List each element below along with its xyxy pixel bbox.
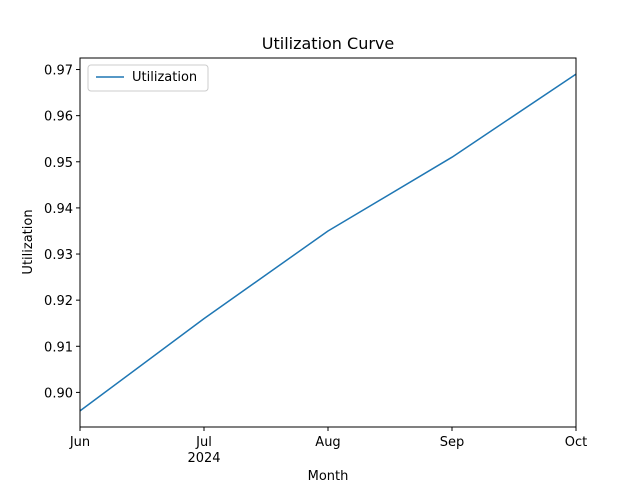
legend: Utilization	[87, 64, 209, 92]
y-tick-label: 0.92	[44, 294, 73, 309]
series-line-utilization	[79, 73, 577, 412]
x-tick-label: Jul	[195, 435, 212, 450]
legend-label-utilization: Utilization	[132, 70, 197, 85]
x-tick-label: Sep	[440, 435, 465, 450]
y-tick-label: 0.95	[44, 156, 73, 171]
y-tick-label: 0.97	[44, 64, 73, 79]
x-tick-label: Oct	[565, 435, 587, 450]
y-axis-ticks: 0.90 0.91 0.92 0.93 0.94 0.95 0.96 0.97	[44, 64, 80, 401]
y-tick-label: 0.90	[44, 386, 73, 401]
y-axis-title: Utilization	[21, 209, 36, 274]
x-tick-label: Aug	[315, 435, 340, 450]
chart-title: Utilization Curve	[262, 34, 394, 53]
plot-frame	[79, 57, 577, 428]
x-axis-title: Month	[308, 469, 349, 480]
y-tick-label: 0.96	[44, 110, 73, 125]
y-tick-label: 0.94	[44, 202, 73, 217]
x-year-label: 2024	[187, 451, 220, 466]
series-layer	[79, 73, 577, 412]
x-axis-ticks: Jun Jul Aug Sep Oct	[69, 427, 587, 450]
legend-box	[87, 64, 209, 92]
x-tick-label: Jun	[69, 435, 90, 450]
y-tick-label: 0.91	[44, 340, 73, 355]
y-tick-label: 0.93	[44, 248, 73, 263]
